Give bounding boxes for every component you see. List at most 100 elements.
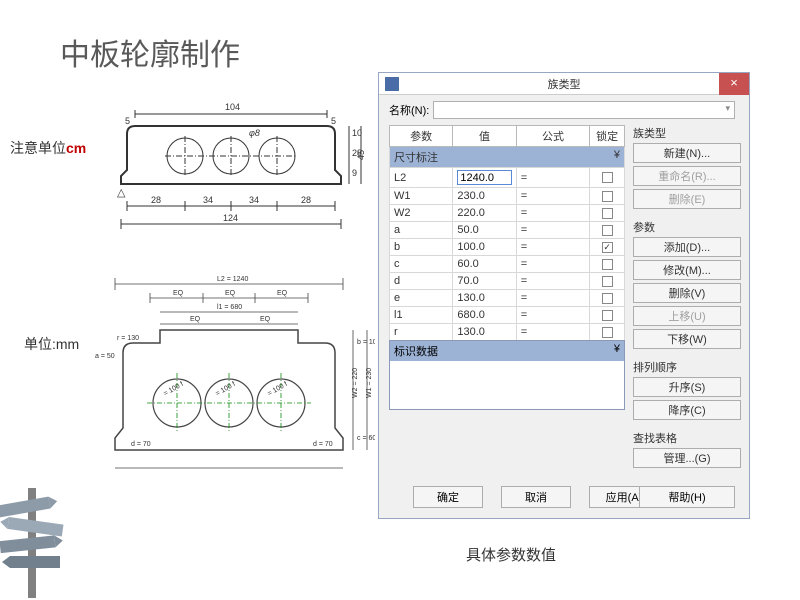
checkbox-icon[interactable]: [602, 191, 613, 202]
param-value[interactable]: 70.0: [453, 273, 516, 290]
param-lock[interactable]: [590, 273, 625, 290]
ident-data-area: 标识数据¥: [389, 340, 625, 410]
table-row[interactable]: e130.0=: [390, 290, 625, 307]
svg-text:EQ: EQ: [173, 290, 184, 297]
param-name[interactable]: e: [390, 290, 453, 307]
param-lock[interactable]: [590, 222, 625, 239]
param-name[interactable]: l1: [390, 307, 453, 324]
add-button[interactable]: 添加(D)...: [633, 237, 741, 257]
param-value[interactable]: 220.0: [453, 205, 516, 222]
param-lock[interactable]: [590, 205, 625, 222]
param-name[interactable]: d: [390, 273, 453, 290]
param-lock[interactable]: [590, 290, 625, 307]
col-formula[interactable]: 公式: [516, 126, 590, 147]
table-row[interactable]: l1680.0=: [390, 307, 625, 324]
param-formula[interactable]: =: [516, 205, 590, 222]
param-name[interactable]: L2: [390, 168, 453, 188]
checkbox-icon[interactable]: [602, 327, 613, 338]
param-name[interactable]: b: [390, 239, 453, 256]
param-name[interactable]: a: [390, 222, 453, 239]
checkbox-icon[interactable]: [602, 208, 613, 219]
table-row[interactable]: W2220.0=: [390, 205, 625, 222]
param-name[interactable]: r: [390, 324, 453, 341]
group-dims[interactable]: 尺寸标注¥: [390, 147, 625, 168]
param-value[interactable]: 230.0: [453, 188, 516, 205]
close-icon[interactable]: ×: [719, 73, 749, 95]
param-value[interactable]: 130.0: [453, 290, 516, 307]
checkbox-icon[interactable]: [602, 225, 613, 236]
delete-param-button[interactable]: 删除(V): [633, 283, 741, 303]
svg-text:φ8: φ8: [249, 128, 260, 138]
param-formula[interactable]: =: [516, 290, 590, 307]
note-unit-mm: 单位:mm: [24, 334, 79, 354]
move-up-button[interactable]: 上移(U): [633, 306, 741, 326]
param-lock[interactable]: [590, 168, 625, 188]
delete-type-button[interactable]: 删除(E): [633, 189, 741, 209]
side-family-type-label: 族类型: [633, 125, 741, 141]
svg-text:L2 = 1240: L2 = 1240: [217, 276, 248, 283]
move-down-button[interactable]: 下移(W): [633, 329, 741, 349]
param-value[interactable]: 130.0: [453, 324, 516, 341]
help-button[interactable]: 帮助(H): [639, 486, 735, 508]
param-lock[interactable]: [590, 307, 625, 324]
param-formula[interactable]: =: [516, 239, 590, 256]
drawing-bottom: L2 = 1240 EQEQEQ l1 = 680 EQEQ = 100 f =…: [95, 268, 375, 498]
value-input[interactable]: [457, 170, 511, 185]
desc-button[interactable]: 降序(C): [633, 400, 741, 420]
param-formula[interactable]: =: [516, 324, 590, 341]
rename-button[interactable]: 重命名(R)...: [633, 166, 741, 186]
param-value[interactable]: [453, 168, 516, 188]
param-name[interactable]: W1: [390, 188, 453, 205]
checkbox-icon[interactable]: [602, 172, 613, 183]
group-ident[interactable]: 标识数据¥: [390, 341, 624, 361]
svg-text:EQ: EQ: [190, 316, 201, 323]
col-param[interactable]: 参数: [390, 126, 453, 147]
caption: 具体参数数值: [466, 544, 556, 565]
side-sort-label: 排列顺序: [633, 359, 741, 375]
param-formula[interactable]: =: [516, 307, 590, 324]
modify-button[interactable]: 修改(M)...: [633, 260, 741, 280]
name-combobox[interactable]: [433, 101, 735, 119]
param-lock[interactable]: [590, 324, 625, 341]
checkbox-icon[interactable]: [602, 242, 613, 253]
cancel-button[interactable]: 取消: [501, 486, 571, 508]
table-row[interactable]: W1230.0=: [390, 188, 625, 205]
table-row[interactable]: c60.0=: [390, 256, 625, 273]
param-lock[interactable]: [590, 239, 625, 256]
param-lock[interactable]: [590, 256, 625, 273]
param-formula[interactable]: =: [516, 168, 590, 188]
param-lock[interactable]: [590, 188, 625, 205]
param-formula[interactable]: =: [516, 256, 590, 273]
param-name[interactable]: c: [390, 256, 453, 273]
param-formula[interactable]: =: [516, 188, 590, 205]
svg-text:45: 45: [356, 150, 365, 160]
param-value[interactable]: 60.0: [453, 256, 516, 273]
checkbox-icon[interactable]: [602, 293, 613, 304]
param-formula[interactable]: =: [516, 222, 590, 239]
checkbox-icon[interactable]: [602, 259, 613, 270]
new-button[interactable]: 新建(N)...: [633, 143, 741, 163]
table-row[interactable]: a50.0=: [390, 222, 625, 239]
svg-text:EQ: EQ: [260, 316, 271, 323]
table-row[interactable]: b100.0=: [390, 239, 625, 256]
table-row[interactable]: d70.0=: [390, 273, 625, 290]
dialog-titlebar[interactable]: 族类型 ×: [379, 73, 749, 95]
asc-button[interactable]: 升序(S): [633, 377, 741, 397]
param-name[interactable]: W2: [390, 205, 453, 222]
param-formula[interactable]: =: [516, 273, 590, 290]
table-row[interactable]: r130.0=: [390, 324, 625, 341]
name-label: 名称(N):: [389, 102, 429, 118]
table-row[interactable]: L2 =: [390, 168, 625, 188]
checkbox-icon[interactable]: [602, 276, 613, 287]
svg-text:5: 5: [331, 116, 336, 126]
col-lock[interactable]: 锁定: [590, 126, 625, 147]
checkbox-icon[interactable]: [602, 310, 613, 321]
svg-text:EQ: EQ: [277, 290, 288, 297]
param-value[interactable]: 680.0: [453, 307, 516, 324]
param-value[interactable]: 100.0: [453, 239, 516, 256]
param-value[interactable]: 50.0: [453, 222, 516, 239]
ok-button[interactable]: 确定: [413, 486, 483, 508]
note-prefix: 注意单位: [10, 140, 66, 156]
col-value[interactable]: 值: [453, 126, 516, 147]
manage-button[interactable]: 管理...(G): [633, 448, 741, 468]
